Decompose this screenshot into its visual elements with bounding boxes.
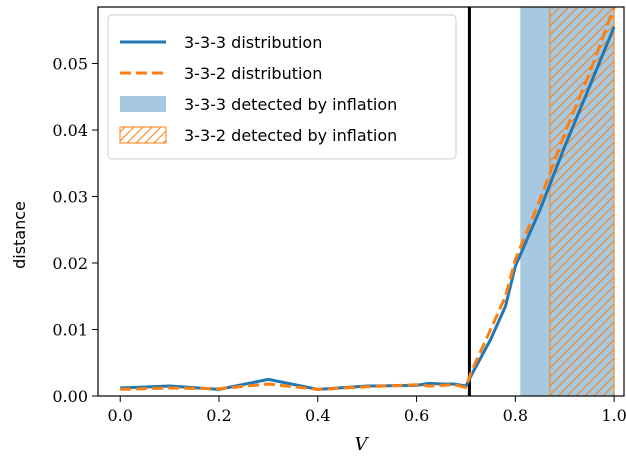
x-axis-label: V: [355, 434, 370, 455]
series-lines: [120, 7, 616, 391]
legend: 3-3-3 distribution 3-3-2 distribution 3-3-…: [107, 14, 457, 160]
y-tick-label: 0.02: [52, 254, 88, 273]
x-tick-label: 0.6: [404, 406, 429, 425]
legend-handle-3: [120, 96, 166, 112]
legend-label-3: 3-3-3 detected by inflation: [184, 95, 397, 114]
x-tick-label: 0.0: [107, 406, 132, 425]
legend-handle-4: [119, 126, 167, 144]
y-tick-label: 0.00: [52, 387, 88, 406]
legend-label-2: 3-3-2 distribution: [184, 64, 322, 83]
x-tick-label: 0.2: [206, 406, 231, 425]
axes: 0.0 0.2 0.4 0.6 0.8 1.0 0.00 0.01 0.02 0.03 0.04 0.…: [52, 6, 626, 425]
y-tick-label: 0.04: [52, 121, 88, 140]
series-line-2: [120, 7, 616, 391]
legend-box: [107, 14, 457, 160]
y-axis-label: distance: [10, 201, 29, 269]
legend-label-1: 3-3-3 distribution: [184, 33, 322, 52]
x-tick-label: 0.8: [503, 406, 528, 425]
detection-spans: [520, 7, 615, 396]
series-line-1: [120, 26, 616, 391]
y-tick-label: 0.01: [52, 321, 88, 340]
plot-frame: [97, 6, 625, 397]
x-tick-label: 1.0: [601, 406, 626, 425]
x-tick-label: 0.4: [305, 406, 330, 425]
legend-label-4: 3-3-2 detected by inflation: [184, 126, 397, 145]
y-tick-label: 0.03: [52, 188, 88, 207]
y-tick-label: 0.05: [52, 55, 88, 74]
span-2: [549, 7, 615, 396]
